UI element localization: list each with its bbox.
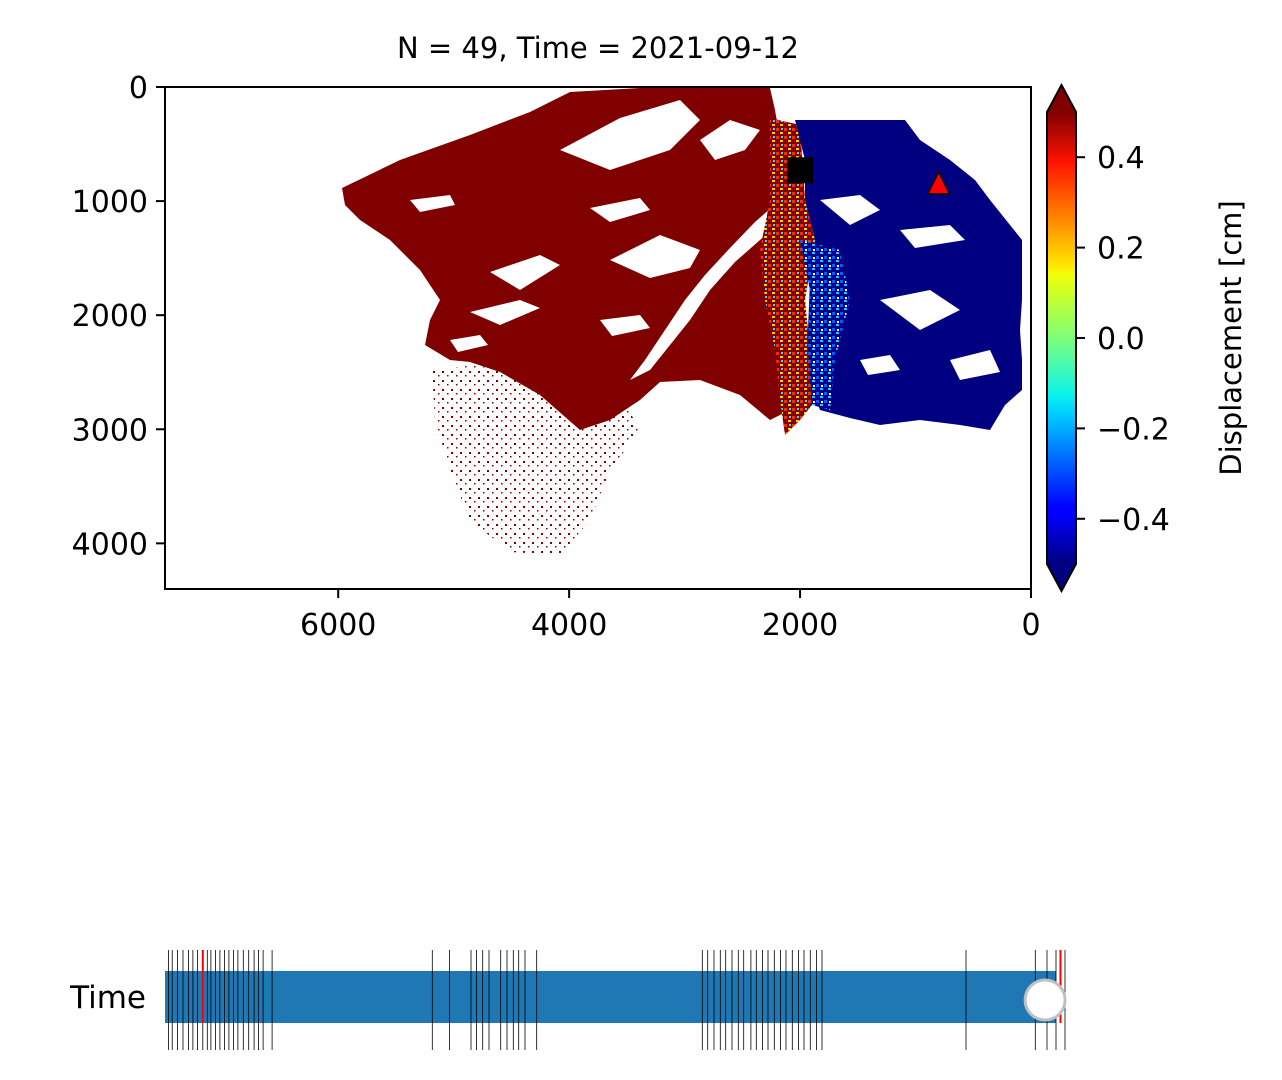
colorbar-extend-top [1047, 85, 1076, 112]
x-axis: 6000 4000 2000 0 [300, 589, 1041, 643]
slider-label: Time [69, 980, 146, 1016]
y-axis: 0 1000 2000 3000 4000 [72, 71, 165, 562]
heatmap-transition-band [760, 118, 820, 435]
colorbar-tick-label: 0.2 [1097, 232, 1145, 267]
x-tick-label: 2000 [762, 608, 838, 643]
colorbar-tick-label: −0.4 [1097, 503, 1170, 538]
x-tick-label: 0 [1021, 608, 1040, 643]
heatmap-negative-gaps [820, 195, 1000, 380]
slider-handle[interactable] [1023, 978, 1067, 1022]
heatmap-image [342, 87, 1022, 555]
axes-frame [164, 86, 1032, 590]
y-tick-label: 2000 [72, 299, 148, 334]
colorbar-ticks: 0.4 0.2 0.0 −0.2 −0.4 [1076, 141, 1170, 538]
y-tick-label: 0 [129, 71, 148, 106]
colorbar-tick-label: −0.2 [1097, 412, 1170, 447]
y-tick-label: 3000 [72, 413, 148, 448]
heatmap-negative-edge [800, 240, 850, 410]
y-tick-label: 4000 [72, 527, 148, 562]
colorbar-gradient [1047, 112, 1076, 564]
y-tick-label: 1000 [72, 185, 148, 220]
colorbar-label: Displacement [cm] [1214, 200, 1248, 475]
time-slider[interactable]: Time [69, 950, 1067, 1050]
colorbar-tick-label: 0.0 [1097, 322, 1145, 357]
chart-title: N = 49, Time = 2021-09-12 [397, 31, 799, 65]
colorbar: 0.4 0.2 0.0 −0.2 −0.4 Displacement [cm] [1046, 82, 1248, 594]
slider-track[interactable] [165, 971, 1056, 1023]
marker-triangle [926, 170, 951, 195]
x-tick-label: 4000 [531, 608, 607, 643]
colorbar-tick-label: 0.4 [1097, 141, 1145, 176]
x-tick-label: 6000 [300, 608, 376, 643]
colorbar-outline [1046, 82, 1077, 594]
colorbar-extend-bottom [1047, 564, 1076, 591]
heatmap-gaps [410, 100, 830, 380]
marker-square [787, 157, 814, 184]
